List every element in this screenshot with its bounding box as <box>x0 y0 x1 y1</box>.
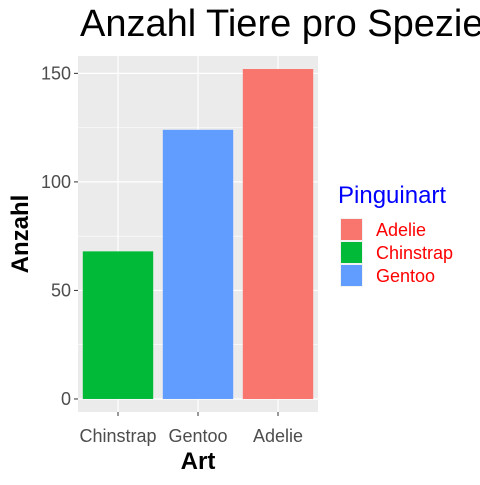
bar-gentoo <box>162 129 234 399</box>
legend-swatch-chinstrap <box>341 242 362 263</box>
legend-title: Pinguinart <box>338 182 446 209</box>
y-tick-label: 100 <box>41 172 71 192</box>
y-axis-label: Anzahl <box>7 195 34 274</box>
bar-chinstrap <box>82 251 154 399</box>
y-tick-label: 150 <box>41 63 71 83</box>
x-tick-label-adelie: Adelie <box>253 426 303 446</box>
y-axis: 0 50 100 150 <box>41 63 78 409</box>
legend-swatch-adelie <box>341 219 362 240</box>
y-tick-label: 0 <box>61 389 71 409</box>
bar-adelie <box>242 69 314 399</box>
legend-label-gentoo: Gentoo <box>376 266 435 286</box>
legend-label-chinstrap: Chinstrap <box>376 243 453 263</box>
y-tick-label: 50 <box>51 280 71 300</box>
x-tick-label-chinstrap: Chinstrap <box>79 426 156 446</box>
legend-label-adelie: Adelie <box>376 220 426 240</box>
bars <box>82 69 314 399</box>
legend: Pinguinart Adelie Chinstrap Gentoo <box>338 182 453 287</box>
x-axis-label: Art <box>181 448 216 475</box>
legend-swatch-gentoo <box>341 265 362 286</box>
chart-title: Anzahl Tiere pro Spezies <box>80 3 480 45</box>
x-axis: Chinstrap Gentoo Adelie <box>79 412 303 446</box>
x-tick-label-gentoo: Gentoo <box>168 426 227 446</box>
